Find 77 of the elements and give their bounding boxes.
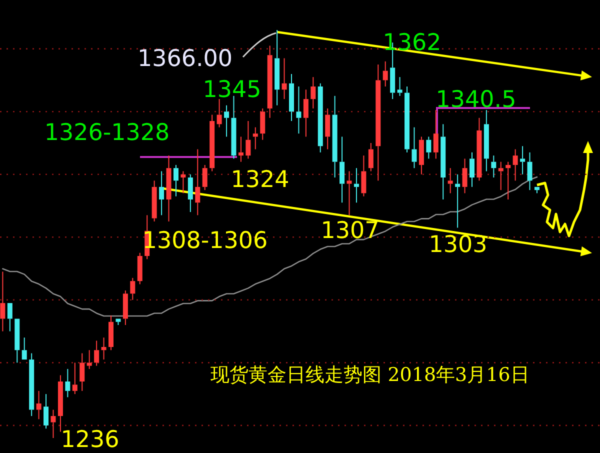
candlestick: [462, 158, 468, 194]
annotation: 1366.00: [137, 46, 233, 72]
candlestick: [491, 155, 496, 178]
candlestick: [80, 352, 85, 392]
candlestick: [476, 117, 482, 182]
candlestick: [361, 155, 366, 197]
candlestick: [166, 155, 172, 222]
candlestick: [520, 146, 526, 175]
text: 现货黄金日线走势图 2018年3月16日: [210, 364, 530, 386]
candlestick: [210, 114, 215, 172]
candlestick: [44, 394, 49, 430]
candlestick: [29, 352, 34, 417]
candlestick: [346, 170, 352, 216]
candlestick: [86, 350, 92, 370]
annotation: 1324: [230, 167, 290, 193]
candlestick: [137, 252, 142, 285]
candlestick: [527, 152, 532, 191]
candlestick: [376, 64, 381, 182]
candlestick: [130, 277, 136, 300]
candlestick: [332, 95, 338, 178]
candlestick: [274, 30, 280, 106]
candlestick: [159, 170, 164, 216]
candlestick: [303, 89, 308, 138]
candlestick: [310, 76, 316, 109]
candlestick: [94, 340, 100, 366]
annotation: 1345: [202, 77, 262, 103]
candlestick: [152, 180, 157, 222]
candlestick: [108, 315, 114, 351]
candlestick: [340, 136, 345, 204]
candlestick: [216, 98, 222, 128]
candlestick: [382, 60, 388, 87]
candlestick: [58, 374, 63, 432]
candlestick: [65, 368, 70, 398]
candlestick: [0, 271, 6, 332]
candlestick: [267, 45, 272, 118]
candlestick: [325, 108, 330, 150]
candlestick: [368, 142, 374, 172]
annotation: 1236: [60, 427, 120, 453]
candlestick: [484, 110, 489, 172]
candlestick: [397, 76, 402, 96]
candlestick: [433, 110, 438, 160]
candlestick: [202, 164, 208, 191]
candlestick: [418, 136, 424, 175]
candlestick: [440, 124, 446, 200]
candlestick: [412, 126, 417, 169]
candlestick: [354, 168, 359, 204]
candlestick: [498, 161, 504, 191]
candlestick: [195, 148, 200, 216]
candlestick: [512, 148, 518, 182]
annotation: 1303: [428, 232, 488, 258]
candlestick: [36, 390, 42, 420]
annotation: 1340.5: [436, 87, 516, 113]
candlestick: [506, 161, 511, 200]
candlestick: [72, 362, 78, 395]
candlestick: [404, 86, 410, 153]
candlestick: [296, 86, 302, 134]
annotation: 1362: [382, 30, 442, 56]
candlestick: [455, 174, 460, 228]
candlestick: [122, 290, 128, 326]
candlestick: [289, 73, 294, 122]
candlestick: [173, 164, 178, 197]
candlestick: [282, 58, 287, 100]
candlestick: [246, 120, 251, 160]
annotation: 1307: [320, 218, 380, 244]
candlestick: [260, 108, 266, 140]
candlestick: [180, 170, 186, 194]
candlestick: [238, 136, 244, 162]
candlestick: [50, 409, 56, 438]
candlestick: [318, 82, 323, 153]
candlestick: [426, 136, 432, 160]
candlestick: [101, 337, 106, 360]
candlestick: [252, 126, 258, 150]
candlestick: [470, 152, 474, 188]
candlestick: [188, 174, 193, 213]
annotation: 1326-1328: [44, 120, 170, 146]
candlestick: [448, 168, 453, 194]
candlestick: [224, 104, 230, 138]
